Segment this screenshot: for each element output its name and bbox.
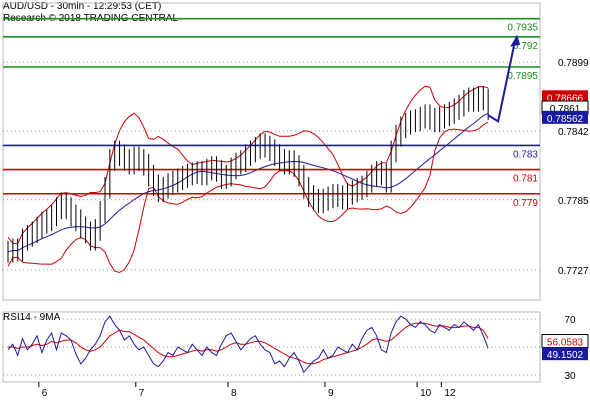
- forecast-path: [487, 44, 516, 123]
- price-tick-label: 0.7727: [558, 266, 589, 277]
- price-panel-border: [2, 2, 541, 301]
- rsi-tag-box: [542, 347, 588, 361]
- time-tick-label: 9: [328, 388, 334, 399]
- support-level-label: 0.779: [513, 198, 538, 209]
- support-resistance-levels: 0.7935 0.792 0.7895 0.783 0.781 0.779: [3, 17, 540, 209]
- bollinger-lower: [7, 121, 489, 274]
- chart-title: AUD/USD - 30min - 12:29:53 (CET): [3, 1, 162, 12]
- rsi-ma-line: [8, 322, 489, 365]
- rsi-tag-label: 49.1502: [547, 350, 584, 361]
- bollinger_lower-tag-box: [542, 110, 588, 124]
- rsi_ma-tag-label: 56.0583: [547, 338, 584, 349]
- price-tick-label: 0.7899: [558, 58, 589, 69]
- rsi-tick-label: 70: [564, 315, 576, 326]
- bollinger-upper: [7, 85, 489, 245]
- time-axis: 6 7 8 9 10 12: [38, 382, 456, 399]
- last-tag-label: 0.7861: [550, 104, 581, 115]
- rsi-tick-label: 30: [564, 371, 576, 382]
- rsi-label: RSI14 - 9MA: [3, 312, 61, 323]
- time-tick-label: 7: [139, 388, 145, 399]
- time-tick-label: 6: [42, 388, 48, 399]
- moving-average-line: [7, 112, 489, 253]
- price-tick-label: 0.7842: [558, 127, 589, 138]
- bollinger-bands: [7, 85, 489, 274]
- time-tick-label: 12: [444, 388, 456, 399]
- chart-frame: [2, 2, 541, 383]
- pivot-level-label: 0.783: [513, 149, 538, 160]
- price-tick-label: 0.7785: [558, 196, 589, 207]
- resistance-level-label: 0.792: [513, 41, 538, 52]
- bollinger_upper-tag-box: [542, 90, 588, 104]
- price-bars: [7, 86, 489, 263]
- bollinger_lower-tag-label: 0.78562: [547, 114, 584, 125]
- bollinger_upper-tag-label: 0.78666: [547, 93, 584, 104]
- resistance-level-label: 0.7895: [507, 71, 538, 82]
- time-tick-label: 8: [231, 388, 237, 399]
- support-level-label: 0.781: [513, 174, 538, 185]
- resistance-level-label: 0.7935: [507, 23, 538, 34]
- rsi-line: [7, 315, 489, 374]
- price-axis: 0.7899 0.7842 0.7785 0.7727: [558, 58, 589, 277]
- time-tick-label: 10: [420, 388, 432, 399]
- moving-average: [7, 112, 489, 253]
- forecast-arrow: [487, 34, 521, 123]
- forecast-arrowhead: [510, 34, 521, 47]
